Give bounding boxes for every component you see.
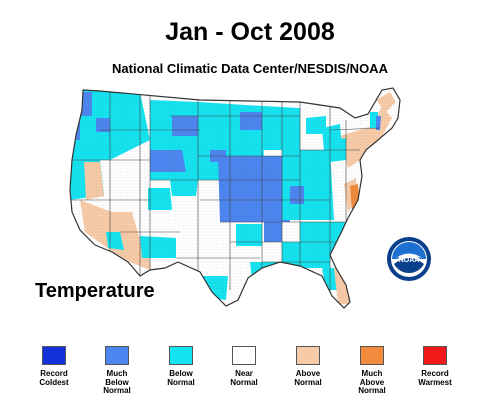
legend-item: Much Above Normal <box>342 346 402 396</box>
legend-label: Above Normal <box>294 369 322 387</box>
legend-item: Record Coldest <box>24 346 84 387</box>
map-title: Jan - Oct 2008 <box>165 18 335 46</box>
legend-swatch <box>105 346 129 365</box>
noaa-logo-icon: NOAA <box>387 237 431 281</box>
map-subtitle: National Climatic Data Center/NESDIS/NOA… <box>112 61 388 76</box>
legend-label: Much Above Normal <box>358 369 386 395</box>
legend-item: Much Below Normal <box>87 346 147 396</box>
legend-label: Below Normal <box>167 369 195 387</box>
variable-label: Temperature <box>35 280 155 302</box>
legend-swatch <box>423 346 447 365</box>
division-borders <box>70 88 381 300</box>
legend-label: Record Warmest <box>418 369 452 387</box>
legend: Record Coldest Much Below Normal Below Nor… <box>0 346 500 410</box>
logo-text: NOAA <box>399 257 420 264</box>
legend-item: Near Normal <box>214 346 274 387</box>
legend-item: Above Normal <box>278 346 338 387</box>
legend-swatch <box>169 346 193 365</box>
legend-item: Record Warmest <box>405 346 465 387</box>
us-climate-division-map <box>69 87 401 309</box>
legend-swatch <box>296 346 320 365</box>
legend-swatch <box>232 346 256 365</box>
legend-label: Near Normal <box>230 369 258 387</box>
legend-label: Much Below Normal <box>103 369 131 395</box>
legend-swatch <box>360 346 384 365</box>
legend-item: Below Normal <box>151 346 211 387</box>
division-border-line <box>329 127 381 131</box>
legend-label: Record Coldest <box>39 369 69 387</box>
legend-swatch <box>42 346 66 365</box>
